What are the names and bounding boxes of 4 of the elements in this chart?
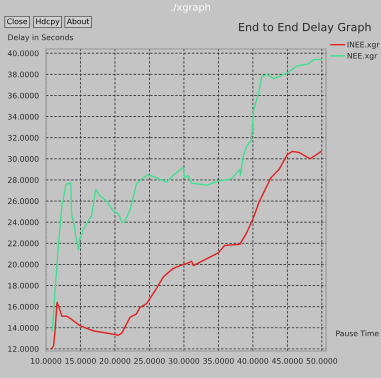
chart-title: End to End Delay Graph xyxy=(239,22,371,34)
line-series xyxy=(50,150,322,350)
text: ./xgraph xyxy=(171,3,210,13)
line-series xyxy=(52,58,323,332)
